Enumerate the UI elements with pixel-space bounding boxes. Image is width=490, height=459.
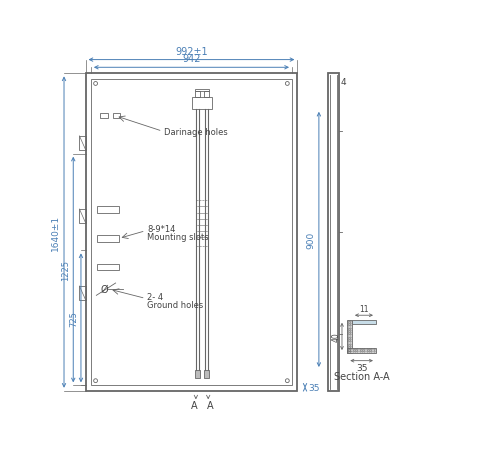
Bar xyxy=(79,136,86,151)
Text: 1225: 1225 xyxy=(61,259,70,280)
Bar xyxy=(79,209,86,224)
Bar xyxy=(204,370,209,378)
Text: Ground holes: Ground holes xyxy=(147,301,203,309)
Text: 11: 11 xyxy=(359,304,368,313)
Bar xyxy=(113,114,120,119)
Bar xyxy=(192,97,212,110)
Text: Ø: Ø xyxy=(100,285,108,295)
Bar xyxy=(91,80,292,386)
Bar xyxy=(196,201,208,247)
Text: 942: 942 xyxy=(182,54,201,64)
Bar xyxy=(328,74,339,391)
Bar xyxy=(195,92,200,97)
Bar xyxy=(79,286,86,300)
Text: 992±1: 992±1 xyxy=(175,47,208,56)
Text: 35: 35 xyxy=(356,363,368,372)
Text: Darinage holes: Darinage holes xyxy=(164,128,228,136)
Bar xyxy=(86,74,297,391)
Bar xyxy=(195,90,209,92)
Text: 725: 725 xyxy=(70,310,79,326)
Text: A: A xyxy=(206,401,213,410)
Text: 2- 4: 2- 4 xyxy=(147,293,163,302)
Bar xyxy=(347,320,352,353)
Bar xyxy=(203,92,209,97)
Text: Mounting slots: Mounting slots xyxy=(147,232,209,241)
Text: 35: 35 xyxy=(308,383,319,392)
Bar xyxy=(347,348,376,353)
Text: 8-9*14: 8-9*14 xyxy=(147,224,175,233)
Bar xyxy=(100,114,108,119)
Bar xyxy=(97,264,119,271)
Bar xyxy=(195,370,200,378)
Bar xyxy=(97,235,119,242)
Bar xyxy=(352,320,376,324)
Text: Section A-A: Section A-A xyxy=(334,372,390,381)
Text: 40: 40 xyxy=(331,332,341,341)
Text: 1640±1: 1640±1 xyxy=(51,214,60,251)
Bar xyxy=(97,207,119,214)
Text: 4: 4 xyxy=(341,78,346,87)
Text: A: A xyxy=(191,401,197,410)
Text: 900: 900 xyxy=(306,231,315,248)
